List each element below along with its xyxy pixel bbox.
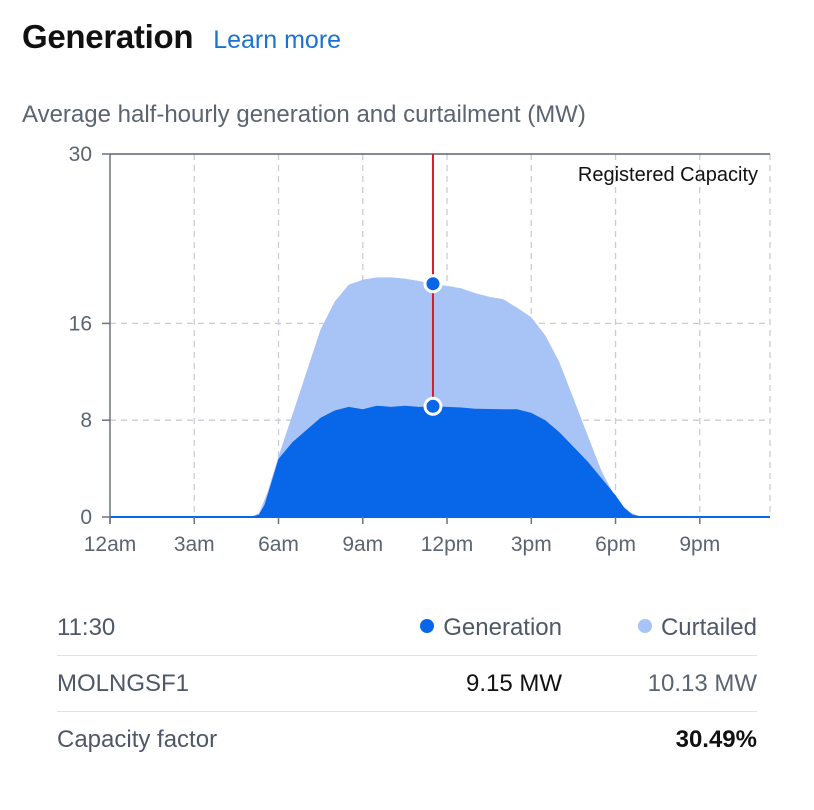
- x-tick-label: 12am: [84, 533, 137, 556]
- chart-cursor: [423, 154, 443, 416]
- header: Generation Learn more: [22, 18, 341, 56]
- table-row: MOLNGSF1 9.15 MW 10.13 MW: [57, 655, 757, 711]
- chart-title: Average half-hourly generation and curta…: [22, 101, 586, 128]
- y-tick-label: 8: [80, 409, 92, 432]
- time-label: 11:30: [57, 613, 116, 641]
- station-name: MOLNGSF1: [57, 669, 190, 697]
- x-tick-label: 6am: [258, 533, 299, 556]
- x-tick-label: 12pm: [421, 533, 474, 556]
- generation-chart[interactable]: Registered Capacity 0 8 16 30 12am 3am 6am 9am 1…: [0, 140, 814, 570]
- generation-dot-icon: [420, 618, 435, 633]
- capacity-factor-label: Capacity factor: [57, 725, 218, 753]
- legend-curtailed: Curtailed: [562, 614, 757, 642]
- generation-value: 9.15 MW: [465, 669, 562, 697]
- x-tick-label: 3pm: [511, 533, 552, 556]
- curtailed-value: 10.13 MW: [647, 669, 757, 697]
- x-tick-label: 9pm: [679, 533, 720, 556]
- series-generation-area: [110, 405, 770, 517]
- series-curtailed-area: [110, 277, 770, 517]
- page-title: Generation: [22, 18, 194, 55]
- capacity-factor-value: 30.49%: [675, 725, 757, 753]
- generation-marker: [423, 396, 443, 416]
- table-header-row: 11:30 Generation Curtailed: [57, 600, 757, 655]
- chart-areas: [110, 277, 770, 517]
- y-tick-label: 16: [69, 312, 92, 335]
- table-row: Capacity factor 30.49%: [57, 711, 757, 767]
- legend-generation: Generation: [312, 614, 562, 642]
- learn-more-link[interactable]: Learn more: [213, 26, 342, 54]
- chart-axes: Registered Capacity: [109, 153, 770, 524]
- tooltip-table: 11:30 Generation Curtailed MOLNGSF1 9.15…: [57, 600, 757, 767]
- y-tick-label: 30: [69, 143, 92, 166]
- y-tick-label: 0: [80, 506, 92, 529]
- x-tick-label: 9am: [342, 533, 383, 556]
- chart-tick-labels: 0 8 16 30 12am 3am 6am 9am 12pm 3pm 6pm 9pm: [69, 143, 721, 556]
- capacity-label: Registered Capacity: [578, 164, 758, 186]
- curtailed-marker: [423, 274, 443, 294]
- x-tick-label: 3am: [174, 533, 215, 556]
- curtailed-dot-icon: [637, 618, 652, 633]
- x-tick-label: 6pm: [595, 533, 636, 556]
